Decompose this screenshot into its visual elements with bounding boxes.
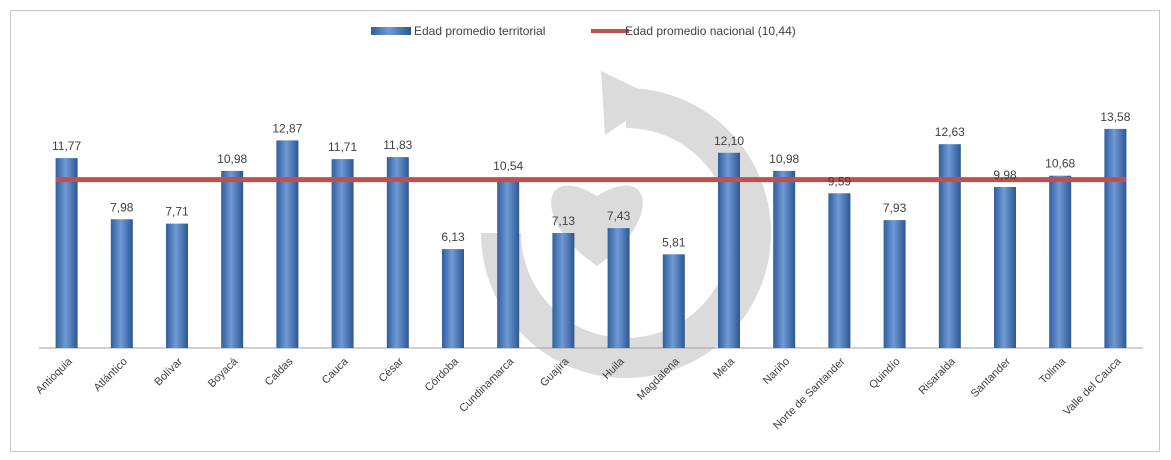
bar-15 <box>883 220 906 348</box>
data-label-16: 12,63 <box>935 125 965 139</box>
bar-14 <box>828 193 851 348</box>
x-tick-label-0: Antioquia <box>34 355 76 397</box>
bar-10 <box>607 228 630 348</box>
x-tick-label-18: Tolima <box>1037 355 1069 387</box>
bar-2 <box>166 223 188 348</box>
x-tick-label-17: Santander <box>969 355 1014 400</box>
bar-5 <box>331 159 354 348</box>
data-label-9: 7,13 <box>552 214 576 228</box>
data-label-13: 10,98 <box>769 152 799 166</box>
data-label-5: 11,71 <box>328 140 357 154</box>
bar-6 <box>386 157 409 348</box>
bar-9 <box>552 233 575 348</box>
bar-18 <box>1049 175 1072 348</box>
data-label-11: 5,81 <box>662 235 686 249</box>
data-label-0: 11,77 <box>52 139 81 153</box>
bar-16 <box>938 144 961 348</box>
legend-label-bars: Edad promedio territorial <box>414 24 545 38</box>
data-label-3: 10,98 <box>217 152 247 166</box>
arrow-head-icon <box>601 71 659 135</box>
data-label-12: 12,10 <box>714 134 744 148</box>
x-tick-label-15: Quindío <box>867 356 903 392</box>
data-label-8: 10,54 <box>493 159 523 173</box>
x-tick-label-6: César <box>377 355 406 384</box>
legend-swatch-bars <box>371 27 411 35</box>
bar-17 <box>994 187 1016 348</box>
data-label-1: 7,98 <box>110 200 134 214</box>
x-tick-label-16: Risaralda <box>917 355 959 397</box>
x-tick-label-3: Boyacá <box>206 355 241 390</box>
bar-12 <box>718 152 740 348</box>
data-label-10: 7,43 <box>607 209 631 223</box>
bar-3 <box>221 170 244 348</box>
x-tick-label-1: Atlántico <box>92 356 130 394</box>
bars-layer <box>55 128 1127 348</box>
data-label-19: 13,58 <box>1100 110 1130 124</box>
bar-chart: Edad promedio territorial Edad promedio … <box>34 24 1143 432</box>
legend-swatch-line <box>591 29 629 33</box>
data-label-2: 7,71 <box>165 205 189 219</box>
data-label-15: 7,93 <box>883 201 907 215</box>
bar-19 <box>1104 128 1127 348</box>
x-tick-label-9: Guajira <box>538 355 572 389</box>
bar-13 <box>773 170 796 348</box>
data-label-6: 11,83 <box>383 138 412 152</box>
bar-4 <box>276 140 299 348</box>
bar-0 <box>55 158 78 348</box>
data-label-4: 12,87 <box>272 121 302 135</box>
chart-frame: Edad promedio territorial Edad promedio … <box>10 10 1160 452</box>
labels-layer: 11,77 7,98 7,71 10,98 12,87 11,71 11,83 6,13 10,… <box>52 110 1131 249</box>
legend-label-line: Edad promedio nacional (10,44) <box>625 24 796 38</box>
bar-7 <box>442 249 464 348</box>
data-label-17: 9,98 <box>993 168 1017 182</box>
x-tick-label-19: Valle del Cauca <box>1061 355 1124 418</box>
legend: Edad promedio territorial Edad promedio … <box>371 24 796 38</box>
bar-11 <box>662 254 685 348</box>
x-tick-label-12: Meta <box>711 355 737 381</box>
bar-1 <box>110 219 133 348</box>
data-label-14: 9,59 <box>828 174 852 188</box>
x-tick-label-13: Nariño <box>761 356 792 387</box>
x-tick-label-2: Bolívar <box>152 355 185 388</box>
x-tick-label-8: Cundinamarca <box>457 355 517 415</box>
data-label-7: 6,13 <box>441 230 465 244</box>
x-tick-label-5: Cauca <box>320 355 352 387</box>
x-tick-label-4: Caldas <box>263 355 296 388</box>
data-label-18: 10,68 <box>1045 157 1075 171</box>
x-tick-label-7: Córdoba <box>423 355 462 394</box>
bar-8 <box>497 178 520 348</box>
circular-arrow-icon <box>481 88 771 378</box>
